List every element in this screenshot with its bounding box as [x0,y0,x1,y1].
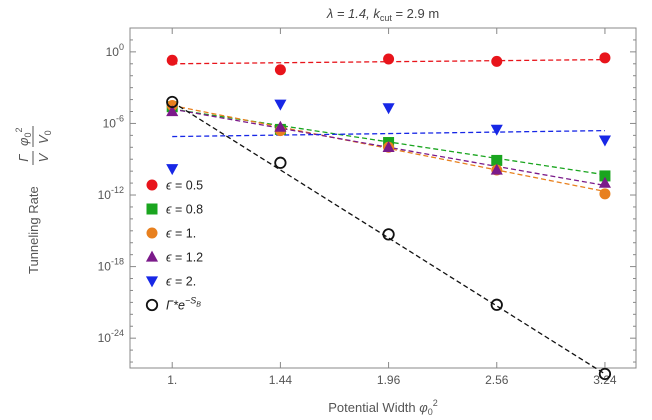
y-tick-label: 10-12 [98,185,124,202]
point-series-3 [382,140,395,152]
legend-label-0: ϵ = 0.5 [166,179,203,193]
plot-frame [129,27,637,369]
y-tick-label: 10-6 [103,113,124,130]
point-series-4 [490,124,503,136]
x-axis-label-symbol: φ [419,400,428,415]
data-points [166,52,612,381]
title-k: k [373,6,381,21]
x-tick-label: 1.96 [377,373,401,387]
x-axis-label-sub: 0 [428,407,433,417]
point-series-2 [599,188,611,200]
y-label-phi-sup: 2 [14,127,24,132]
point-series-3 [274,120,287,132]
legend-marker-3 [145,250,159,262]
point-series-0 [491,55,503,67]
svg-text:Potential Width φ02: Potential Width φ02 [328,398,438,417]
legend: ϵ = 0.5 ϵ = 0.8 ϵ = 1. ϵ = 1.2 ϵ = 2. Γ*e−SB [145,179,203,313]
fit-line-5 [171,101,606,375]
point-series-5 [274,156,287,169]
legend-marker-1 [146,203,158,215]
title-k-rest: = 2.9 m [392,6,439,21]
svg-text:Tunneling Rate: Tunneling Rate [26,186,41,274]
point-series-4 [598,135,611,147]
legend-label-3: ϵ = 1.2 [166,251,203,265]
point-series-1 [491,154,503,166]
legend-label-1: ϵ = 0.8 [166,203,203,217]
title-lambda: λ = 1.4, [326,6,374,21]
point-series-0 [166,54,178,66]
x-tick-label: 1.44 [269,373,293,387]
legend-marker-5 [145,298,159,312]
point-series-0 [599,52,611,64]
legend-label-4: ϵ = 2. [166,275,196,289]
legend-label-2: ϵ = 1. [166,227,196,241]
y-axis-label: Tunneling Rate Γ V φ02 V0 [14,126,53,274]
point-series-0 [274,64,286,76]
y-tick-label: 100 [106,42,124,59]
point-series-0 [383,53,395,65]
x-axis-label: Potential Width φ02 [328,398,438,417]
point-series-5 [598,367,612,381]
svg-text:V0: V0 [36,130,53,144]
y-label-v: V [36,152,51,162]
point-series-4 [274,99,287,111]
point-series-3 [166,105,179,117]
point-series-5 [166,95,179,109]
y-tick-label: 10-24 [98,328,124,345]
point-series-1 [599,170,611,182]
chart-title: λ = 1.4, kcut = 2.9 m [326,6,439,23]
point-series-5 [382,228,395,241]
point-series-3 [598,176,611,188]
y-label-v0-sub: 0 [43,130,53,135]
x-tick-label: 1. [167,373,177,387]
legend-label-5: Γ*e−SB [166,296,201,313]
y-axis-label-text: Tunneling Rate [26,186,41,274]
x-axis-label-text: Potential Width [328,400,419,415]
y-label-phi: φ [16,137,31,146]
title-k-sub: cut [380,13,393,23]
point-series-4 [382,103,395,115]
svg-text:φ02: φ02 [14,127,33,146]
fit-line-4 [172,129,605,138]
point-series-5 [490,298,503,311]
point-series-3 [490,163,503,175]
x-axis-label-sup: 2 [433,398,438,408]
point-series-4 [166,164,179,176]
legend-marker-2 [146,227,158,239]
y-label-v0: V [36,134,51,144]
y-label-phi-sub: 0 [23,133,33,138]
legend-marker-4 [145,276,159,288]
legend-marker-0 [146,179,158,191]
y-label-gamma: Γ [16,154,31,162]
x-tick-label: 2.56 [485,373,509,387]
y-tick-label: 10-18 [98,257,124,274]
svg-text:λ = 1.4, kcut = 2.9 m: λ = 1.4, kcut = 2.9 m [326,6,439,23]
